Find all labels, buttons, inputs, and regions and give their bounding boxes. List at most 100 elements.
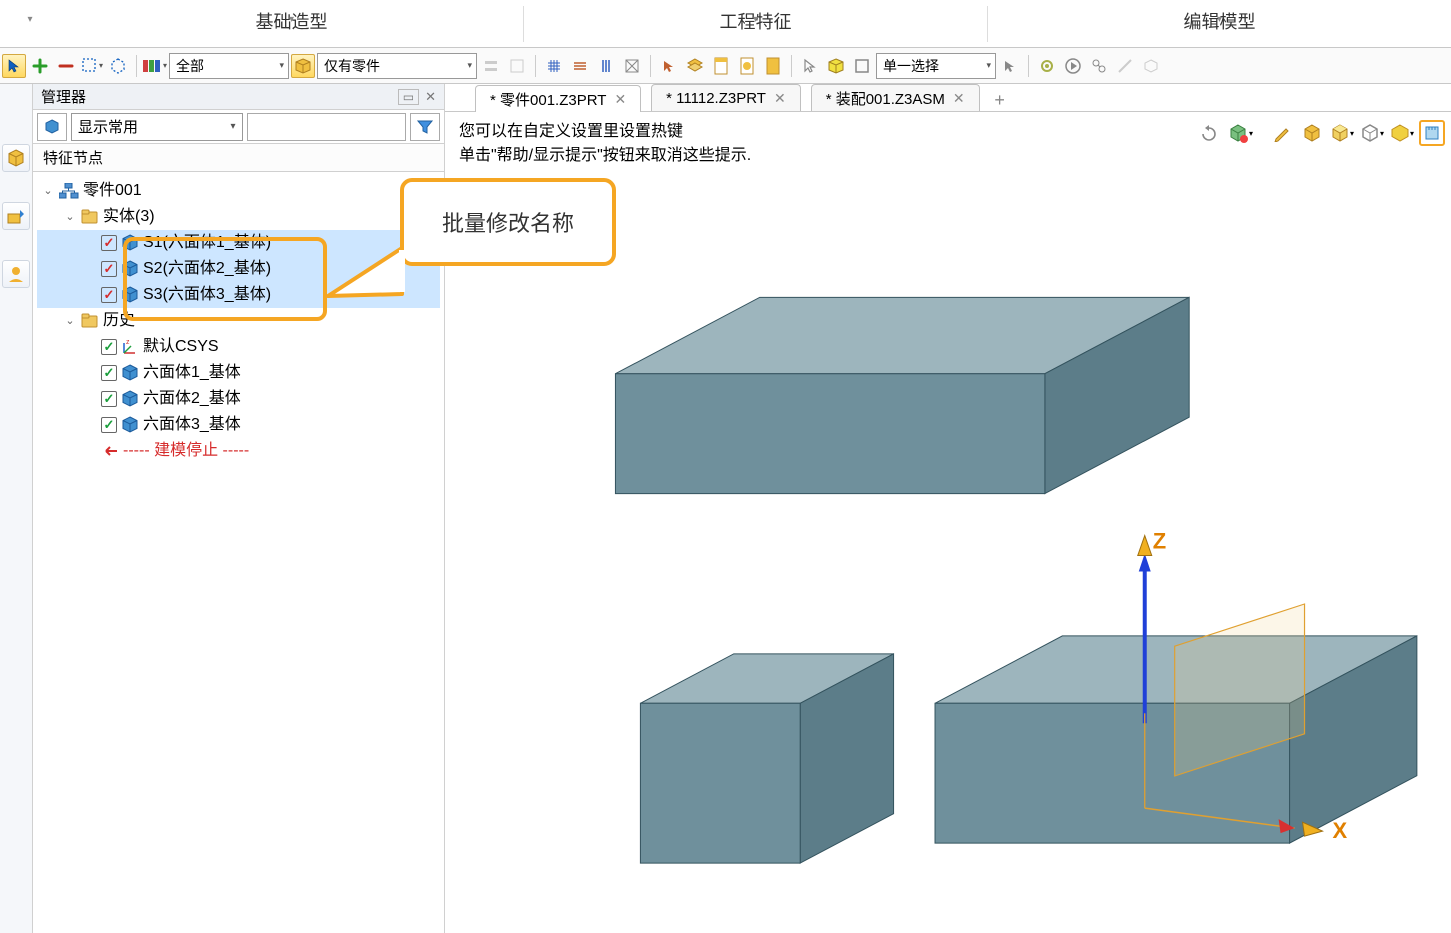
document-tab[interactable]: * 装配001.Z3ASM ✕: [811, 84, 980, 111]
vp-hex-yellow-icon[interactable]: ▾: [1389, 120, 1415, 146]
close-tab-icon[interactable]: ✕: [614, 91, 626, 108]
ribbon-tab-feature[interactable]: 工程特征: [524, 0, 987, 47]
ribbon-dropdown-1[interactable]: [0, 0, 60, 47]
hex-icon[interactable]: [1139, 54, 1163, 78]
feature-tree: ⌄ 零件001 ⌄ 实体(3) ✓ S1(六面体1_基体) ✓ S2(六面体2_…: [33, 172, 444, 468]
display-mode-combo[interactable]: 显示常用: [71, 113, 243, 141]
grid-icon-1[interactable]: [542, 54, 566, 78]
checkbox-icon[interactable]: ✓: [101, 417, 117, 433]
gear-icon[interactable]: [1035, 54, 1059, 78]
caret-icon[interactable]: ⌄: [63, 308, 77, 334]
tree-root-label: 零件001: [83, 178, 142, 204]
hexagon-icon[interactable]: [106, 54, 130, 78]
close-panel-icon[interactable]: ✕: [425, 89, 436, 105]
section-header: 特征节点: [33, 144, 444, 172]
select-mode-combo[interactable]: 单一选择: [876, 53, 996, 79]
cube-icon: [121, 260, 139, 278]
checkbox-icon[interactable]: ✓: [101, 365, 117, 381]
solid-box[interactable]: [640, 654, 893, 863]
arrow-icon[interactable]: [657, 54, 681, 78]
link-icon[interactable]: [1087, 54, 1111, 78]
search-input[interactable]: [247, 113, 407, 141]
add-tab-icon[interactable]: +: [990, 90, 1010, 111]
ribbon-tabs: 基础造型 工程特征 编辑模型: [0, 0, 1451, 48]
checkbox-icon[interactable]: ✓: [101, 339, 117, 355]
select-rect-icon[interactable]: ▾: [80, 54, 104, 78]
cursor-gray-icon[interactable]: [998, 54, 1022, 78]
pick-icon[interactable]: [798, 54, 822, 78]
minimize-icon[interactable]: ▭: [398, 89, 419, 105]
cursor-icon[interactable]: [2, 54, 26, 78]
grid-icon-4[interactable]: [620, 54, 644, 78]
document-tab[interactable]: * 11112.Z3PRT✕: [651, 84, 801, 111]
tree-solid-item[interactable]: ✓ S3(六面体3_基体): [37, 282, 440, 308]
checkbox-icon[interactable]: ✓: [101, 235, 117, 251]
vp-undo-icon[interactable]: [1197, 120, 1223, 146]
svg-text:X: X: [1332, 818, 1347, 843]
strip-cube-icon[interactable]: [2, 144, 30, 172]
cube-icon-2[interactable]: [850, 54, 874, 78]
tree-history-item[interactable]: ✓ 六面体3_基体: [37, 412, 440, 438]
close-tab-icon[interactable]: ✕: [953, 90, 965, 107]
filter-cube-icon[interactable]: [37, 113, 67, 141]
tree-history-item[interactable]: ✓ 六面体2_基体: [37, 386, 440, 412]
checkbox-icon[interactable]: ✓: [101, 391, 117, 407]
doc-icon-1[interactable]: [709, 54, 733, 78]
solid-box[interactable]: [615, 297, 1189, 493]
grid-icon-2[interactable]: [568, 54, 592, 78]
checkbox-icon[interactable]: ✓: [101, 261, 117, 277]
arrow-left-icon: [101, 444, 119, 458]
funnel-icon[interactable]: [410, 113, 440, 141]
plus-icon[interactable]: [28, 54, 52, 78]
vp-cube-shade-icon[interactable]: ▾: [1329, 120, 1355, 146]
tree-history-group[interactable]: ⌄ 历史: [37, 308, 440, 334]
tree-solids-group[interactable]: ⌄ 实体(3): [37, 204, 440, 230]
document-tab-label: * 装配001.Z3ASM: [826, 88, 945, 109]
vp-measure-icon[interactable]: [1419, 120, 1445, 146]
ribbon-tab-basic[interactable]: 基础造型: [60, 0, 523, 47]
tree-solid-item[interactable]: ✓ S2(六面体2_基体): [37, 256, 440, 282]
align-icon-1[interactable]: [479, 54, 503, 78]
tree-root[interactable]: ⌄ 零件001: [37, 178, 440, 204]
close-tab-icon[interactable]: ✕: [774, 90, 786, 107]
ribbon-tab-edit[interactable]: 编辑模型: [988, 0, 1451, 47]
document-tab[interactable]: * 零件001.Z3PRT ✕: [475, 85, 641, 112]
tree-history-item[interactable]: ✓ z 默认CSYS: [37, 334, 440, 360]
align-icon-2[interactable]: [505, 54, 529, 78]
document-tab-label: * 零件001.Z3PRT: [490, 89, 606, 110]
edge-icon[interactable]: [1113, 54, 1137, 78]
cube-icon-1[interactable]: [824, 54, 848, 78]
filter-combo-all[interactable]: 全部: [169, 53, 289, 79]
palette-icon[interactable]: ▾: [143, 54, 167, 78]
manager-filter-row: 显示常用: [33, 110, 444, 144]
filter-combo-parts[interactable]: 仅有零件: [317, 53, 477, 79]
caret-icon[interactable]: ⌄: [41, 178, 55, 204]
toolbar-sep: [650, 55, 651, 77]
checkbox-icon[interactable]: ✓: [101, 287, 117, 303]
strip-import-icon[interactable]: [2, 202, 30, 230]
svg-text:Z: Z: [1153, 529, 1166, 554]
cube-icon: [121, 286, 139, 304]
tree-item-label: 六面体1_基体: [143, 360, 241, 386]
box-icon[interactable]: [291, 54, 315, 78]
layers-icon[interactable]: [683, 54, 707, 78]
strip-user-icon[interactable]: [2, 260, 30, 288]
tree-solid-item[interactable]: ✓ S1(六面体1_基体): [37, 230, 440, 256]
caret-icon[interactable]: ⌄: [63, 204, 77, 230]
cube-icon: [121, 364, 139, 382]
tree-history-item[interactable]: ✓ 六面体1_基体: [37, 360, 440, 386]
grid-icon-3[interactable]: [594, 54, 618, 78]
doc-icon-3[interactable]: [761, 54, 785, 78]
3d-scene[interactable]: Z X: [445, 174, 1451, 933]
vp-cube-wire-icon[interactable]: ▾: [1359, 120, 1385, 146]
vp-cube-yellow-icon[interactable]: [1299, 120, 1325, 146]
callout-bubble: 批量修改名称: [400, 178, 616, 266]
tree-stop-label: ----- 建模停止 -----: [123, 438, 249, 464]
vp-part-icon[interactable]: ▾: [1227, 120, 1253, 146]
tree-history-label: 历史: [103, 308, 135, 334]
doc-icon-2[interactable]: [735, 54, 759, 78]
minus-icon[interactable]: [54, 54, 78, 78]
tree-solids-label: 实体(3): [103, 204, 155, 230]
play-icon[interactable]: [1061, 54, 1085, 78]
vp-pencil-icon[interactable]: [1269, 120, 1295, 146]
